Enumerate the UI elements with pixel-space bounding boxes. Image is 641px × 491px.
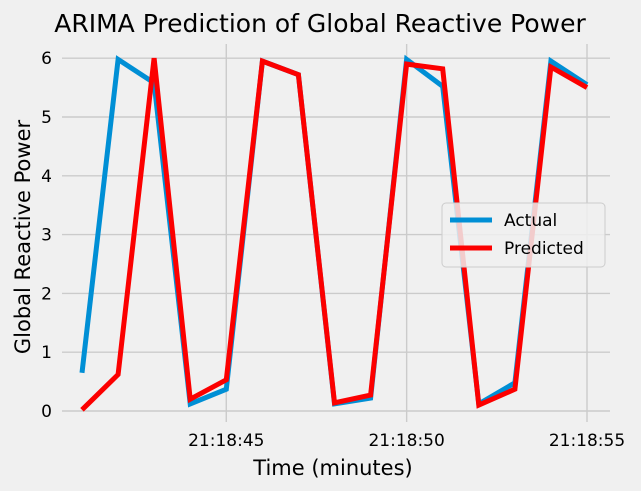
y-tick-label: 4 [41, 167, 52, 187]
y-tick-label: 2 [41, 284, 52, 304]
y-tick-label: 6 [41, 49, 52, 69]
legend: Actual Predicted [441, 202, 606, 268]
y-axis-label: Global Reactive Power [11, 120, 35, 355]
plot-area: 0 1 2 3 4 5 6 21:18:45 21:18:50 21:18:55 Actual Pre… [41, 44, 625, 451]
chart-title: ARIMA Prediction of Global Reactive Powe… [54, 9, 586, 38]
x-tick-label: 21:18:55 [549, 431, 625, 451]
y-tick-label: 1 [41, 343, 52, 363]
y-tick-label: 5 [41, 108, 52, 128]
y-tick-label: 3 [41, 226, 52, 246]
series-line-predicted [80, 57, 589, 412]
legend-label-actual: Actual [504, 211, 557, 231]
x-tick-label: 21:18:50 [368, 431, 444, 451]
y-tick-label: 0 [41, 402, 52, 422]
x-tick-label: 21:18:45 [188, 431, 264, 451]
legend-label-predicted: Predicted [504, 239, 584, 259]
x-axis-label: Time (minutes) [252, 456, 412, 480]
